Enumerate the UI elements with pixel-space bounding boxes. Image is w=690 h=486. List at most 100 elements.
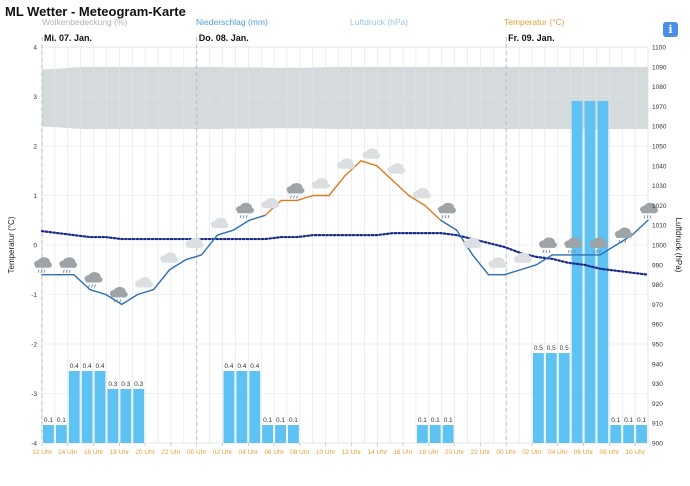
rain-drop bbox=[441, 215, 444, 219]
x-tick-label: 04 Uhr bbox=[239, 449, 259, 456]
y-left-tick: -4 bbox=[31, 441, 37, 448]
x-tick-label: 00 Uhr bbox=[496, 449, 516, 456]
y-right-tick: 1050 bbox=[652, 144, 667, 151]
cloud-icon bbox=[387, 163, 406, 174]
precip-bar bbox=[610, 425, 622, 443]
x-tick-label: 10 Uhr bbox=[316, 449, 336, 456]
precip-bar bbox=[236, 371, 248, 443]
precip-bar bbox=[623, 425, 635, 443]
precip-bar bbox=[107, 389, 119, 443]
temperature-segment bbox=[376, 165, 394, 182]
rain-drop bbox=[290, 195, 292, 199]
day-label: Fr. 09. Jan. bbox=[508, 33, 555, 43]
precip-label: 0.1 bbox=[418, 417, 427, 424]
y-left-tick: -3 bbox=[31, 391, 37, 398]
precip-label: 0.5 bbox=[560, 345, 569, 352]
x-tick-label: 02 Uhr bbox=[213, 449, 233, 456]
cloud-part bbox=[262, 204, 279, 209]
precip-label: 0.4 bbox=[250, 363, 259, 370]
rain-drop bbox=[548, 249, 551, 254]
cloud-rain-icon bbox=[564, 237, 583, 254]
precip-bar bbox=[558, 353, 570, 443]
precip-bar bbox=[636, 425, 647, 443]
rain-drop bbox=[444, 215, 447, 219]
y-right-tick: 990 bbox=[652, 262, 663, 269]
y-right-tick: 920 bbox=[652, 401, 663, 408]
x-tick-label: 10 Uhr bbox=[625, 449, 645, 456]
rain-drop bbox=[649, 215, 652, 219]
cloud-part bbox=[641, 209, 657, 214]
cloud-part bbox=[388, 169, 405, 174]
rain-drop bbox=[447, 215, 450, 219]
y-right-tick: 910 bbox=[652, 421, 663, 428]
rain-drop bbox=[37, 269, 40, 273]
temperature-segment bbox=[471, 254, 490, 276]
temperature-segment bbox=[121, 293, 139, 306]
x-tick-label: 00 Uhr bbox=[187, 449, 207, 456]
rain-drop bbox=[62, 269, 65, 273]
cloud-rain-icon bbox=[59, 257, 78, 273]
legend-temp: Temperatur (°C) bbox=[504, 17, 565, 27]
page-title: ML Wetter - Meteogram-Karte bbox=[5, 4, 186, 19]
precip-bar bbox=[532, 353, 544, 443]
precip-label: 0.1 bbox=[624, 417, 633, 424]
rain-drop bbox=[296, 195, 298, 199]
y-right-tick: 1000 bbox=[652, 243, 667, 250]
precip-bar bbox=[584, 101, 596, 443]
y-right-tick: 1100 bbox=[652, 45, 666, 52]
y-right-tick: 960 bbox=[652, 322, 663, 329]
y-left-tick: 2 bbox=[33, 144, 37, 151]
x-tick-label: 20 Uhr bbox=[135, 449, 155, 456]
x-tick-label: 02 Uhr bbox=[522, 449, 542, 456]
y-left-tick: 4 bbox=[33, 45, 37, 52]
cloud-icon bbox=[210, 217, 229, 229]
rain-drop bbox=[593, 249, 595, 254]
rain-drop bbox=[119, 299, 122, 303]
cloud-part bbox=[413, 194, 430, 199]
precip-bar bbox=[416, 425, 428, 443]
temperature-segment bbox=[200, 234, 219, 256]
cloud-rain-icon bbox=[236, 202, 254, 219]
y-left-tick: -2 bbox=[31, 342, 37, 349]
temperature-segment bbox=[296, 194, 314, 202]
y-left-tick: 0 bbox=[33, 243, 37, 250]
cloud-part bbox=[110, 293, 127, 298]
y-right-tick: 950 bbox=[652, 342, 663, 349]
cloud-part bbox=[35, 263, 51, 268]
rain-drop bbox=[573, 249, 576, 254]
temperature-segment bbox=[73, 274, 91, 291]
cloud-rain-icon bbox=[84, 272, 103, 288]
legend-cloud: Wolkenbedeckung (%) bbox=[42, 17, 128, 27]
temperature-segment bbox=[535, 254, 554, 266]
cloud-rain-icon bbox=[539, 237, 557, 254]
precip-bar bbox=[43, 425, 54, 443]
rain-drop bbox=[239, 215, 242, 219]
cloud-part bbox=[363, 154, 380, 159]
precip-label: 0.3 bbox=[108, 381, 117, 388]
x-tick-label: 22 Uhr bbox=[161, 449, 181, 456]
temperature-segment bbox=[519, 264, 538, 271]
precip-label: 0.1 bbox=[611, 417, 620, 424]
temperature-segment bbox=[408, 194, 426, 207]
rain-drop bbox=[68, 269, 71, 273]
rain-drop bbox=[545, 249, 548, 254]
info-icon[interactable]: i bbox=[663, 22, 678, 37]
precip-bar bbox=[81, 371, 93, 443]
precip-label: 0.1 bbox=[276, 417, 285, 424]
rain-drop bbox=[293, 195, 295, 199]
precip-label: 0.3 bbox=[121, 381, 130, 388]
rain-drop bbox=[570, 249, 573, 254]
precip-label: 0.1 bbox=[263, 417, 272, 424]
rain-drop bbox=[242, 215, 245, 219]
cloud-cover-band bbox=[42, 67, 648, 129]
y-right-tick: 940 bbox=[652, 361, 663, 368]
cloud-rain-icon bbox=[109, 286, 128, 303]
precip-bar bbox=[571, 101, 583, 443]
x-tick-label: 20 Uhr bbox=[445, 449, 465, 456]
y-right-tick: 1070 bbox=[652, 104, 667, 111]
temperature-segment bbox=[89, 288, 107, 296]
temperature-segment bbox=[424, 204, 442, 221]
cloud-rain-icon bbox=[589, 237, 608, 254]
temperature-segment bbox=[599, 244, 617, 256]
y-left-tick: -1 bbox=[31, 292, 37, 299]
